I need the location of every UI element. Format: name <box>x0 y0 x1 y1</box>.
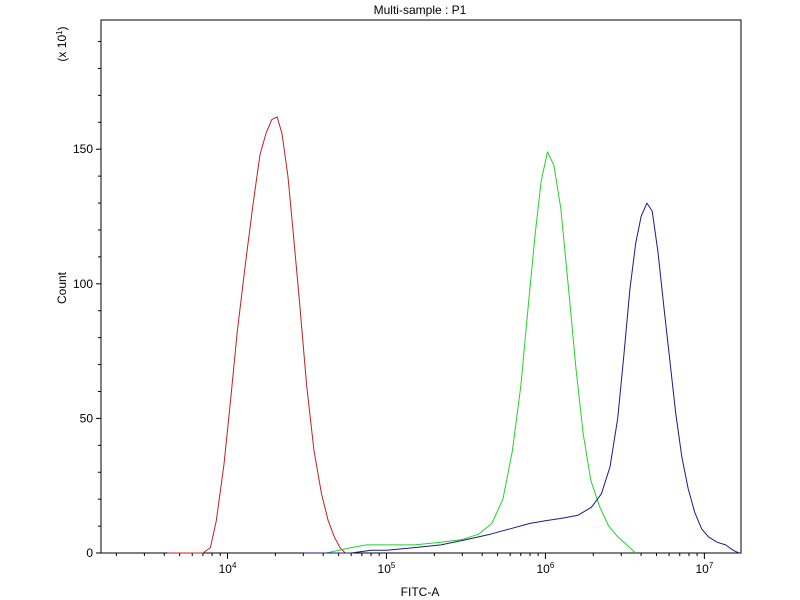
histogram-series-1 <box>167 116 346 554</box>
y-tick-label: 100 <box>73 277 93 291</box>
histogram-series-3 <box>303 202 740 554</box>
plot-area-frame <box>100 19 742 554</box>
y-multiplier-base: (x 10 <box>55 35 69 62</box>
x-tick-label: 106 <box>537 561 555 576</box>
y-axis-ticks: 0 50 100 150 <box>73 41 101 560</box>
y-tick-label: 0 <box>86 546 93 560</box>
x-axis-ticks: 104 105 106 107 <box>115 553 714 576</box>
x-tick-label: 104 <box>219 561 237 576</box>
x-axis-label: FITC-A <box>401 585 440 599</box>
histogram-series <box>167 116 740 554</box>
chart-title: Multi-sample : P1 <box>374 3 467 17</box>
histogram-series-2 <box>326 151 637 554</box>
y-multiplier-label: (x 101) <box>55 26 69 61</box>
y-tick-label: 150 <box>73 142 93 156</box>
x-tick-label: 107 <box>695 561 713 576</box>
y-axis-label: Count <box>55 271 69 304</box>
x-tick-label: 105 <box>378 561 396 576</box>
y-tick-label: 50 <box>80 411 94 425</box>
y-multiplier-exp: 1 <box>55 30 64 35</box>
